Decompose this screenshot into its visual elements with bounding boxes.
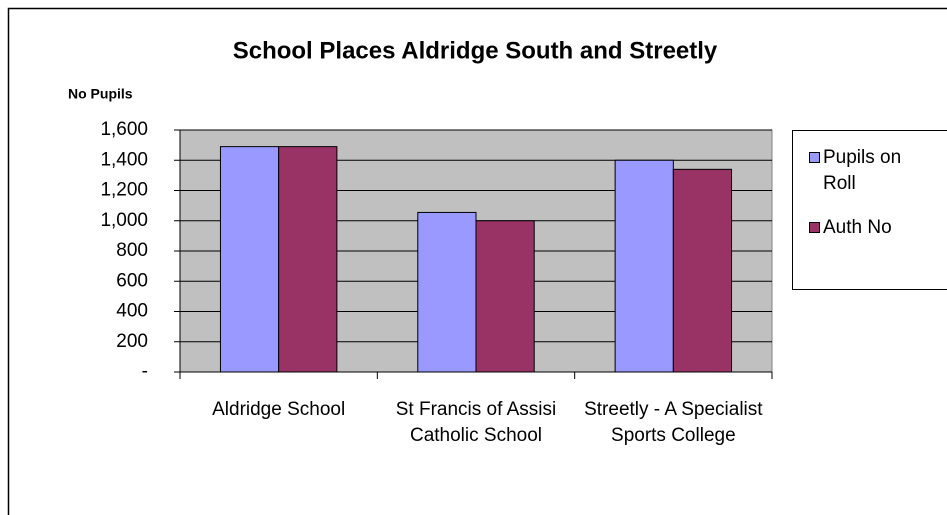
bar (475, 220, 535, 373)
y-tick-label: 400 (116, 301, 148, 322)
chart-border (7, 7, 947, 515)
bar (614, 159, 674, 373)
legend-item: Auth No (809, 215, 938, 241)
y-tick-label: 1,600 (100, 119, 148, 140)
bar (417, 211, 477, 373)
legend-item: Pupils on Roll (809, 145, 938, 197)
x-tick-label: Aldridge School (212, 399, 346, 420)
x-tick-label: Streetly - A Specialist Sports College (584, 399, 763, 446)
x-tick-label: St Francis of Assisi Catholic School (395, 399, 557, 446)
y-tick-label: 200 (116, 331, 148, 352)
y-tick-label: 1,400 (100, 149, 148, 170)
y-axis-label: No Pupils (68, 86, 133, 102)
y-tick-label: - (142, 361, 148, 382)
y-tick-label: 1,000 (100, 210, 148, 231)
legend: Pupils on Roll Auth No (792, 130, 947, 290)
legend-label: Pupils on Roll (823, 147, 902, 194)
y-tick-label: 600 (116, 270, 148, 291)
y-tick-label: 800 (116, 240, 148, 261)
bar (672, 168, 733, 373)
bar (219, 146, 280, 373)
legend-swatch (809, 222, 820, 233)
legend-label: Auth No (823, 217, 892, 238)
chart-title: School Places Aldridge South and Streetl… (233, 37, 718, 64)
y-tick-label: 1,200 (100, 180, 148, 201)
legend-swatch (809, 152, 820, 163)
bar (278, 146, 338, 373)
